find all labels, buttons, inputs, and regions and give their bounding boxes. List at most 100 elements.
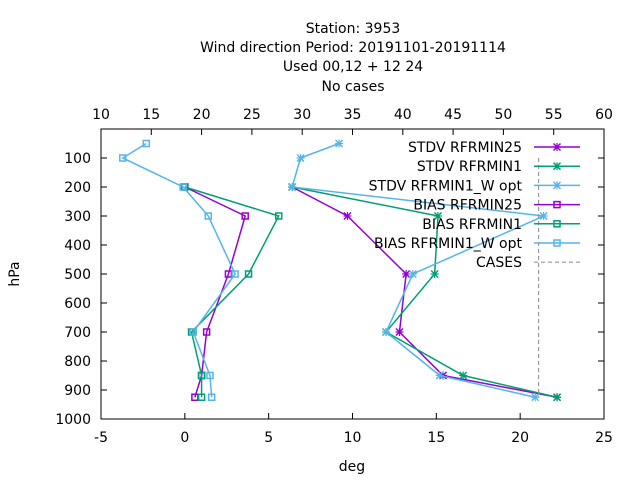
x2-tick-label: 30 [293, 107, 311, 123]
series-line [121, 142, 236, 398]
legend-item: BIAS RFRMIN1 [422, 217, 580, 233]
x-tick-label: -5 [94, 430, 108, 446]
y-tick-label: 300 [64, 209, 91, 225]
series-5 [119, 139, 239, 401]
x2-tick-label: 35 [344, 107, 362, 123]
data-point [459, 371, 468, 380]
data-point [197, 371, 206, 380]
data-point [197, 393, 206, 401]
title-line-2: Wind direction Period: 20191101-20191114 [200, 40, 506, 56]
data-point [179, 183, 187, 191]
x2-tick-label: 10 [92, 107, 110, 123]
legend-label: BIAS RFRMIN1_W opt [374, 236, 522, 252]
y-tick-label: 800 [64, 354, 91, 370]
y-tick-label: 200 [64, 180, 91, 196]
legend-item: STDV RFRMIN1_W opt [369, 178, 580, 194]
data-point [335, 139, 344, 148]
data-point [395, 327, 404, 337]
data-point [552, 142, 562, 152]
y-tick-label: 600 [64, 296, 91, 312]
title-line-3: Used 00,12 + 12 24 [283, 59, 423, 75]
data-point [402, 269, 411, 279]
series-1 [288, 182, 562, 402]
y-axis-label: hPa [7, 261, 23, 286]
series-3 [181, 183, 249, 401]
data-point [119, 154, 127, 162]
x2-tick-label: 60 [595, 107, 613, 123]
data-point [296, 153, 305, 163]
data-point [531, 393, 540, 402]
y-tick-label: 900 [64, 383, 91, 399]
x-tick-label: 5 [264, 430, 273, 446]
x2-tick-label: 40 [394, 107, 412, 123]
legend: STDV RFRMIN25 STDV RFRMIN1 STDV RFRMIN1_W … [369, 140, 580, 271]
legend-item: BIAS RFRMIN25 [413, 198, 580, 214]
legend-label: STDV RFRMIN1 [417, 159, 522, 175]
series-2 [288, 139, 548, 402]
data-point [552, 181, 562, 190]
axis-ticks: -5 0 5 10 15 20 25 10 15 20 25 30 35 40 45 50 55 60 100 200… [55, 107, 613, 446]
x-axis-label: deg [339, 459, 365, 475]
data-point [231, 270, 239, 278]
data-point [382, 327, 391, 337]
legend-label: CASES [476, 255, 522, 271]
data-point [244, 270, 253, 278]
series-line [291, 186, 558, 398]
chart-title: Station: 3953 Wind direction Period: 201… [200, 21, 506, 95]
series-line [291, 186, 558, 398]
legend-label: STDV RFRMIN25 [408, 140, 522, 156]
x-tick-label: 10 [344, 430, 362, 446]
data-point [553, 220, 561, 228]
title-line-4: No cases [322, 79, 385, 95]
series-line [184, 186, 280, 398]
x-tick-label: 0 [180, 430, 189, 446]
legend-item: CASES [476, 255, 580, 271]
data-point [553, 393, 562, 402]
x2-tick-label: 15 [142, 107, 160, 123]
data-point [553, 239, 561, 247]
data-point [189, 328, 197, 336]
x-tick-label: 15 [427, 430, 445, 446]
x2-tick-label: 20 [193, 107, 211, 123]
x-tick-label: 20 [511, 430, 529, 446]
legend-label: BIAS RFRMIN1 [422, 217, 522, 233]
data-point [206, 371, 214, 380]
data-point [204, 212, 213, 220]
series-4 [181, 183, 283, 401]
data-point [553, 200, 561, 209]
x-tick-label: 25 [595, 430, 613, 446]
x2-tick-label: 45 [444, 107, 462, 123]
series-line [291, 142, 547, 398]
series-0 [288, 182, 562, 402]
legend-item: BIAS RFRMIN1_W opt [374, 236, 580, 252]
data-point [552, 162, 562, 171]
data-point [202, 328, 211, 336]
data-point [433, 211, 443, 221]
data-point [274, 212, 283, 220]
data-point [435, 371, 444, 380]
title-line-1: Station: 3953 [306, 21, 401, 37]
data-point [539, 211, 548, 221]
plot-frame [100, 128, 605, 420]
data-point [207, 393, 216, 401]
data-point [241, 212, 249, 220]
data-point [430, 269, 439, 279]
data-point [142, 139, 151, 148]
x2-tick-label: 50 [494, 107, 512, 123]
series-line [184, 186, 247, 398]
x2-tick-label: 25 [243, 107, 261, 123]
y-tick-label: 700 [64, 325, 91, 341]
series-layer [119, 139, 562, 402]
legend-label: STDV RFRMIN1_W opt [369, 178, 523, 194]
y-tick-label: 100 [64, 151, 91, 167]
legend-item: STDV RFRMIN25 [408, 140, 580, 156]
y-tick-label: 500 [64, 267, 91, 283]
legend-label: BIAS RFRMIN25 [413, 198, 522, 214]
data-point [288, 182, 297, 192]
x2-tick-label: 55 [545, 107, 563, 123]
y-tick-label: 400 [64, 238, 91, 254]
legend-item: STDV RFRMIN1 [417, 159, 580, 175]
y-tick-label: 1000 [55, 412, 91, 428]
data-point [408, 269, 417, 279]
